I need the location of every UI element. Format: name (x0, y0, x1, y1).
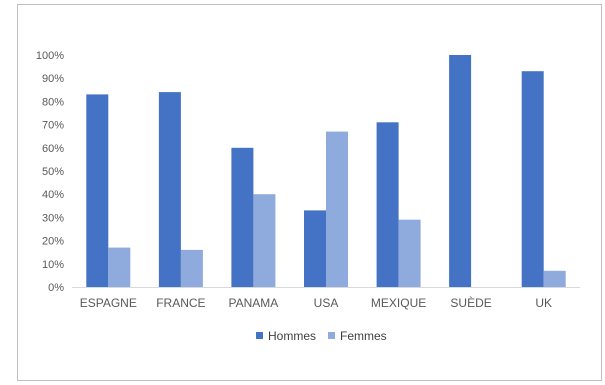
legend-swatch (328, 332, 336, 339)
x-tick-label: FRANCE (156, 296, 205, 310)
bar-hommes (521, 71, 544, 287)
x-tick-label: PANAMA (229, 296, 279, 310)
bar-hommes (158, 92, 181, 287)
x-tick-label: USA (314, 296, 339, 310)
bar-hommes (231, 147, 254, 287)
x-tick-label: MEXIQUE (371, 296, 426, 310)
y-tick-label: 90% (42, 73, 64, 85)
legend-label: Hommes (268, 329, 316, 343)
bar-hommes (376, 122, 399, 287)
x-tick-label: UK (535, 296, 552, 310)
bar-femmes (543, 270, 566, 287)
y-tick-label: 100% (36, 50, 64, 62)
legend-label: Femmes (340, 329, 387, 343)
y-tick-label: 10% (42, 259, 64, 271)
bars-group (86, 55, 566, 288)
bar-hommes (449, 55, 472, 287)
bar-femmes (326, 131, 348, 287)
x-axis-labels: ESPAGNE FRANCE PANAMA USA MEXIQUE SUÈDE UK (80, 295, 552, 310)
y-tick-label: 50% (42, 166, 64, 178)
bar-femmes (398, 219, 421, 287)
y-axis-ticks: 0% 10% 20% 30% 40% 50% 60% 70% 80% 90% 100% (36, 50, 64, 294)
y-tick-label: 80% (42, 96, 64, 108)
x-tick-label: SUÈDE (450, 295, 491, 310)
y-tick-label: 30% (42, 212, 64, 224)
legend-swatch (256, 332, 263, 339)
y-tick-label: 40% (42, 189, 64, 201)
bar-femmes (180, 249, 203, 287)
bar-femmes (253, 194, 276, 287)
x-tick-label: ESPAGNE (80, 296, 137, 310)
legend: Hommes Femmes (256, 329, 387, 343)
bar-hommes (86, 94, 109, 288)
y-tick-label: 20% (42, 236, 64, 248)
y-tick-label: 70% (42, 120, 64, 132)
y-tick-label: 60% (42, 143, 64, 155)
bar-hommes (304, 210, 326, 287)
y-tick-label: 0% (48, 282, 64, 294)
chart-frame (17, 4, 602, 381)
bar-femmes (108, 247, 131, 287)
